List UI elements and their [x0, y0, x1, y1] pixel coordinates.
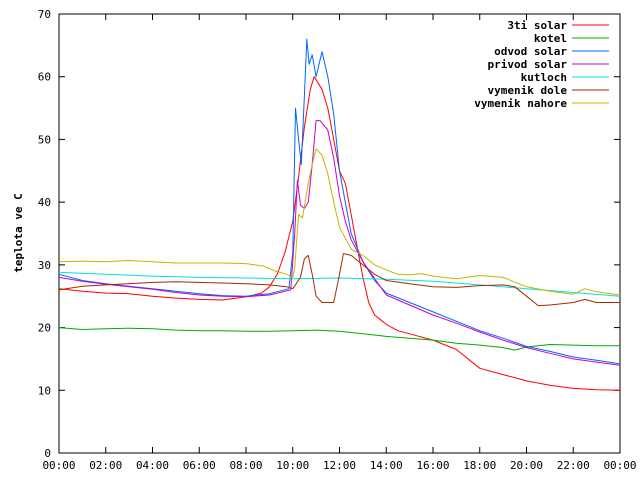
legend-label: privod solar [488, 58, 568, 71]
y-tick-label: 40 [38, 196, 51, 209]
legend-label: kutloch [521, 71, 567, 84]
y-tick-label: 50 [38, 133, 51, 146]
x-tick-label: 04:00 [136, 459, 169, 472]
legend-label: 3ti solar [507, 19, 567, 32]
x-axis: 00:00 02:00 04:00 06:00 08:00 10:00 12:00 14:00… [42, 14, 637, 472]
series-line-vymenik-dole [58, 253, 620, 307]
y-axis-label: teplota ve C [12, 193, 25, 272]
y-tick-label: 0 [44, 447, 51, 460]
legend-label: vymenik nahore [474, 97, 567, 110]
x-tick-label: 08:00 [229, 459, 262, 472]
series-line-odvod-solar [58, 38, 621, 365]
x-tick-label: 02:00 [89, 459, 122, 472]
series-line-kutloch [58, 271, 621, 297]
series-layer [58, 38, 621, 391]
y-tick-label: 60 [38, 71, 51, 84]
series-line-vymenik-nahore [58, 148, 621, 296]
series-line-3ti-solar [58, 76, 621, 391]
series-line-privod-solar [58, 120, 621, 366]
legend-label: odvod solar [494, 45, 567, 58]
x-tick-label: 12:00 [323, 459, 356, 472]
x-tick-label: 20:00 [510, 459, 543, 472]
x-tick-label: 14:00 [370, 459, 403, 472]
x-tick-label: 00:00 [42, 459, 75, 472]
y-axis: 0 10 20 30 40 50 60 70 [38, 8, 620, 460]
x-tick-label: 10:00 [276, 459, 309, 472]
legend-label: vymenik dole [488, 84, 568, 97]
y-tick-label: 30 [38, 259, 51, 272]
x-tick-label: 00:00 [603, 459, 636, 472]
legend-label: kotel [534, 32, 567, 45]
y-tick-label: 20 [38, 322, 51, 335]
series-line-kotel [58, 327, 620, 351]
y-tick-label: 10 [38, 384, 51, 397]
x-tick-label: 18:00 [463, 459, 496, 472]
x-tick-label: 06:00 [183, 459, 216, 472]
x-tick-label: 16:00 [416, 459, 449, 472]
y-tick-label: 70 [38, 8, 51, 21]
x-tick-label: 22:00 [557, 459, 590, 472]
